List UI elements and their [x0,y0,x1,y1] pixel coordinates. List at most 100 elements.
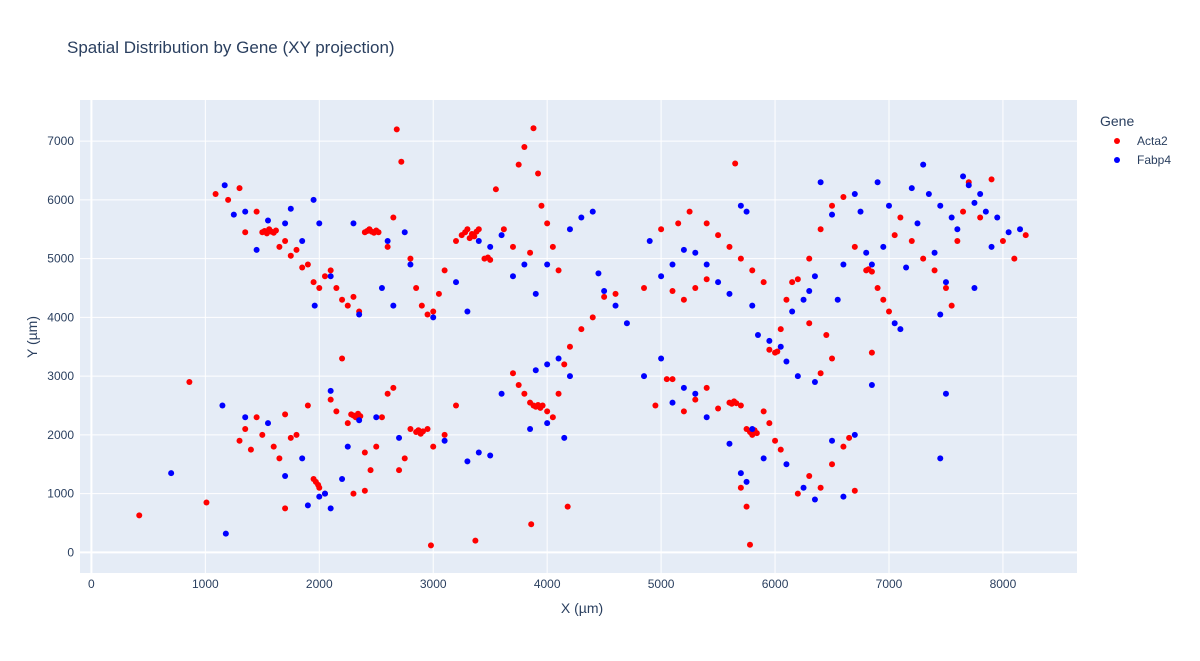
data-point-acta2[interactable] [1022,232,1029,239]
data-point-acta2[interactable] [339,355,346,362]
data-point-fabp4[interactable] [988,243,995,250]
data-point-acta2[interactable] [304,402,311,409]
data-point-acta2[interactable] [743,503,750,510]
data-point-fabp4[interactable] [937,202,944,209]
data-point-acta2[interactable] [259,431,266,438]
data-point-acta2[interactable] [544,408,551,415]
data-point-fabp4[interactable] [908,185,915,192]
data-point-fabp4[interactable] [749,426,756,433]
data-point-acta2[interactable] [327,396,334,403]
data-point-acta2[interactable] [475,226,482,233]
data-point-fabp4[interactable] [589,208,596,215]
data-point-acta2[interactable] [948,302,955,309]
data-point-fabp4[interactable] [390,302,397,309]
data-point-fabp4[interactable] [464,458,471,465]
data-point-fabp4[interactable] [874,179,881,186]
data-point-acta2[interactable] [427,542,434,549]
data-point-acta2[interactable] [310,279,317,286]
data-point-acta2[interactable] [441,431,448,438]
data-point-fabp4[interactable] [430,314,437,321]
data-point-fabp4[interactable] [680,246,687,253]
data-point-acta2[interactable] [578,326,585,333]
data-point-acta2[interactable] [840,193,847,200]
data-point-fabp4[interactable] [800,296,807,303]
data-point-fabp4[interactable] [532,290,539,297]
data-point-acta2[interactable] [435,290,442,297]
data-point-acta2[interactable] [737,402,744,409]
data-point-fabp4[interactable] [948,214,955,221]
data-point-fabp4[interactable] [532,367,539,374]
data-point-acta2[interactable] [535,170,542,177]
data-point-acta2[interactable] [212,191,219,198]
data-point-acta2[interactable] [390,384,397,391]
data-point-acta2[interactable] [492,186,499,193]
data-point-acta2[interactable] [407,426,414,433]
data-point-acta2[interactable] [652,402,659,409]
data-point-fabp4[interactable] [646,238,653,245]
data-point-fabp4[interactable] [453,279,460,286]
data-point-acta2[interactable] [868,349,875,356]
data-point-fabp4[interactable] [487,243,494,250]
data-point-fabp4[interactable] [703,414,710,421]
data-point-acta2[interactable] [401,455,408,462]
data-point-fabp4[interactable] [316,493,323,500]
data-point-acta2[interactable] [487,256,494,263]
data-point-acta2[interactable] [242,229,249,236]
data-point-acta2[interactable] [874,285,881,292]
data-point-acta2[interactable] [375,229,382,236]
data-point-acta2[interactable] [253,208,260,215]
data-point-acta2[interactable] [840,443,847,450]
data-point-fabp4[interactable] [817,179,824,186]
data-point-acta2[interactable] [658,226,665,233]
data-point-fabp4[interactable] [743,208,750,215]
data-point-acta2[interactable] [136,512,143,519]
data-point-fabp4[interactable] [783,461,790,468]
data-point-acta2[interactable] [270,443,277,450]
data-point-fabp4[interactable] [475,449,482,456]
data-point-fabp4[interactable] [168,470,175,477]
data-point-acta2[interactable] [333,285,340,292]
data-point-fabp4[interactable] [311,302,318,309]
data-point-acta2[interactable] [398,158,405,165]
data-point-fabp4[interactable] [840,261,847,268]
data-point-acta2[interactable] [977,214,984,221]
data-point-fabp4[interactable] [475,238,482,245]
data-point-acta2[interactable] [276,455,283,462]
data-point-fabp4[interactable] [299,238,306,245]
data-point-acta2[interactable] [789,279,796,286]
data-point-fabp4[interactable] [971,285,978,292]
data-point-fabp4[interactable] [396,434,403,441]
data-point-acta2[interactable] [350,293,357,300]
data-point-acta2[interactable] [539,402,546,409]
data-point-fabp4[interactable] [566,373,573,380]
data-point-acta2[interactable] [441,267,448,274]
data-point-fabp4[interactable] [222,530,229,537]
data-point-fabp4[interactable] [880,243,887,250]
data-point-acta2[interactable] [829,355,836,362]
data-point-fabp4[interactable] [601,287,608,294]
data-point-fabp4[interactable] [544,261,551,268]
data-point-acta2[interactable] [509,243,516,250]
data-point-acta2[interactable] [737,484,744,491]
data-point-acta2[interactable] [282,505,289,512]
data-point-acta2[interactable] [500,226,507,233]
data-point-fabp4[interactable] [703,261,710,268]
data-point-acta2[interactable] [589,314,596,321]
data-point-fabp4[interactable] [527,426,534,433]
data-point-acta2[interactable] [891,232,898,239]
data-point-fabp4[interactable] [566,226,573,233]
data-point-acta2[interactable] [418,302,425,309]
data-point-fabp4[interactable] [384,238,391,245]
data-point-acta2[interactable] [846,434,853,441]
data-point-acta2[interactable] [794,276,801,283]
data-point-fabp4[interactable] [680,384,687,391]
data-point-acta2[interactable] [760,408,767,415]
data-point-fabp4[interactable] [800,484,807,491]
data-point-fabp4[interactable] [942,390,949,397]
data-point-fabp4[interactable] [595,270,602,277]
data-point-fabp4[interactable] [783,358,790,365]
data-point-acta2[interactable] [566,343,573,350]
data-point-fabp4[interactable] [344,443,351,450]
data-point-acta2[interactable] [806,473,813,480]
data-point-fabp4[interactable] [378,285,385,292]
